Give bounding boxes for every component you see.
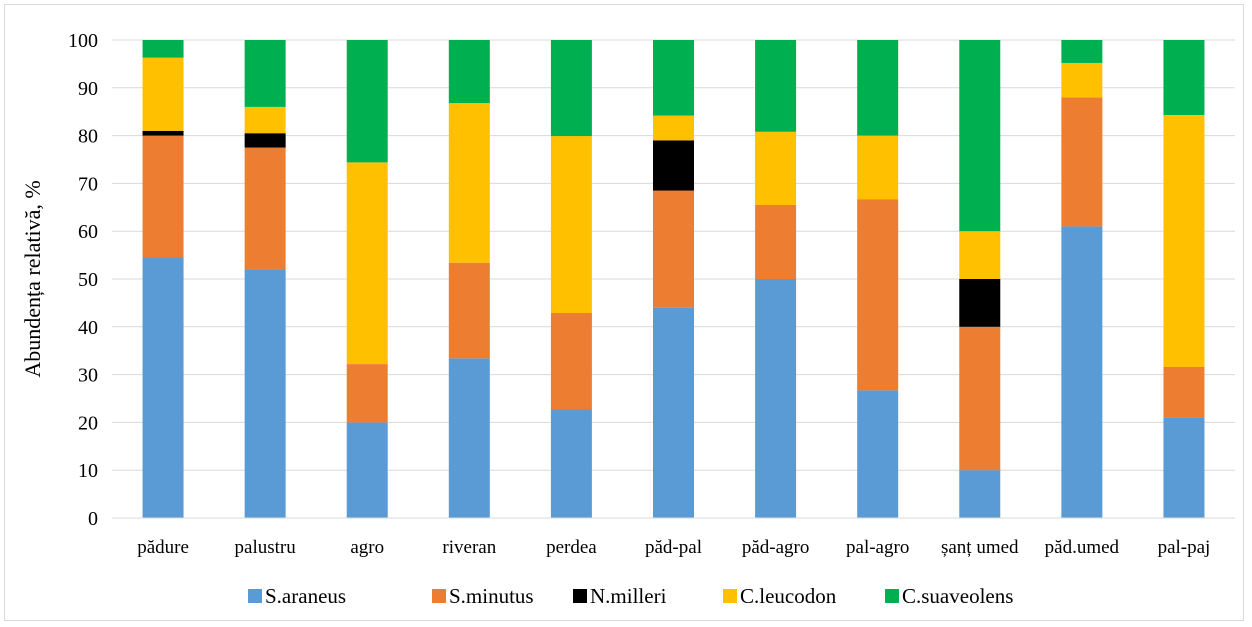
legend-swatch (432, 589, 446, 603)
bar-segment (755, 40, 797, 132)
bar-segment (959, 231, 1001, 279)
bar-segment (244, 40, 286, 107)
x-tick-label: pădure (137, 537, 189, 558)
legend-swatch (248, 589, 262, 603)
bar-segment (448, 358, 490, 518)
bar-segment (959, 470, 1001, 518)
bar-segment (959, 40, 1001, 232)
bar-segment (755, 279, 797, 518)
y-tick-label: 30 (78, 365, 98, 387)
bar-segment (550, 409, 592, 518)
bar-segment (244, 269, 286, 518)
bar-segment (244, 133, 286, 148)
x-tick-label: agro (350, 537, 384, 558)
bar-segment (142, 135, 184, 258)
x-tick-label: păd-agro (742, 537, 810, 558)
y-tick-label: 50 (78, 269, 98, 291)
bar-segment (653, 115, 694, 141)
bar-segment (653, 140, 694, 191)
x-axis-labels: pădure palustru agro riveran perdea păd-pal pă… (137, 537, 1210, 558)
y-tick-label: 100 (68, 30, 98, 52)
legend-label: C.suaveolens (902, 584, 1013, 608)
legend: S.araneus S.minutus N.milleri C.leucodon C.s… (248, 584, 1013, 608)
legend-swatch (723, 589, 737, 603)
x-tick-label: păd.umed (1045, 537, 1120, 558)
bar-segment (1163, 115, 1205, 367)
bar-segment (857, 199, 899, 391)
bar-segment (142, 130, 184, 136)
y-tick-label: 90 (78, 78, 98, 100)
bar-segment (755, 131, 797, 205)
bar-segment (550, 40, 592, 137)
legend-label: C.leucodon (740, 584, 837, 608)
bar-segment (142, 40, 184, 58)
bar-segment (653, 190, 694, 308)
y-tick-label: 20 (78, 412, 98, 434)
bar-segment (448, 262, 490, 359)
bar-segment (1163, 40, 1205, 116)
bar-segment (1061, 40, 1103, 63)
bars (142, 40, 1205, 519)
bar-segment (550, 312, 592, 410)
legend-label: S.minutus (449, 584, 534, 608)
bar-segment (346, 422, 388, 518)
y-tick-label: 80 (78, 126, 98, 148)
bar-segment (653, 307, 694, 518)
y-axis-ticks: 0 10 20 30 40 50 60 70 80 90 100 (68, 30, 98, 530)
x-tick-label: perdea (546, 537, 597, 558)
bar-segment (244, 106, 286, 134)
y-tick-label: 40 (78, 317, 98, 339)
x-tick-label: riveran (442, 537, 496, 558)
bar-segment (1163, 417, 1205, 518)
x-tick-label: pal-paj (1158, 537, 1211, 558)
x-tick-label: șanț umed (941, 537, 1019, 558)
bar-segment (142, 57, 184, 131)
legend-swatch (885, 589, 899, 603)
x-tick-label: pal-agro (846, 537, 909, 558)
bar-segment (346, 40, 388, 163)
legend-swatch (573, 589, 587, 603)
y-tick-label: 60 (78, 221, 98, 243)
bar-segment (448, 103, 490, 263)
bar-segment (857, 135, 899, 200)
bar-segment (857, 40, 899, 136)
x-tick-label: păd-pal (645, 537, 702, 558)
bar-segment (857, 390, 899, 518)
legend-label: S.araneus (265, 584, 346, 608)
y-tick-label: 0 (88, 508, 98, 530)
bar-segment (550, 136, 592, 313)
bar-segment (755, 204, 797, 279)
bar-segment (244, 147, 286, 270)
y-tick-label: 10 (78, 460, 98, 482)
y-tick-label: 70 (78, 173, 98, 195)
bar-segment (346, 364, 388, 423)
bar-segment (959, 326, 1001, 471)
x-tick-label: palustru (235, 537, 297, 558)
bar-segment (653, 40, 694, 116)
bar-segment (448, 40, 490, 104)
bar-segment (959, 279, 1001, 327)
bar-segment (1061, 226, 1103, 519)
bar-segment (346, 162, 388, 365)
bar-segment (142, 257, 184, 518)
bar-segment (1061, 97, 1103, 227)
bar-segment (1163, 366, 1205, 418)
y-axis-label: Abundența relativă, % (20, 180, 45, 377)
legend-label: N.milleri (590, 584, 667, 608)
bar-segment (1061, 62, 1103, 98)
